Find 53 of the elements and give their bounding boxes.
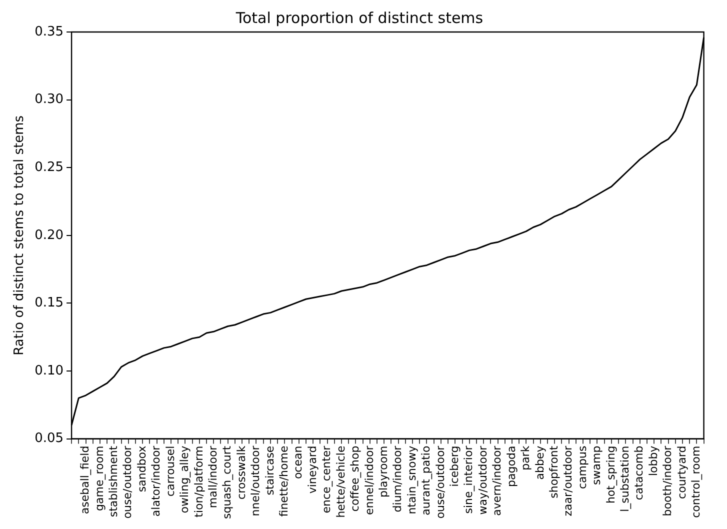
x-tick-label: swamp xyxy=(590,446,604,485)
x-tick-label: way/outdoor xyxy=(476,445,490,515)
y-tick-label: 0.35 xyxy=(34,24,64,40)
x-tick-label: ence_center xyxy=(320,445,334,514)
x-tick-label: iceberg xyxy=(448,446,462,487)
x-tick-label: campus xyxy=(576,446,589,489)
x-tick-label: zaar/outdoor xyxy=(562,445,575,516)
x-tick-label: sine_interior xyxy=(462,445,476,514)
x-tick-label: aurant_patio xyxy=(420,446,433,516)
x-tick-label: stablishment xyxy=(107,445,120,518)
x-tick-label: coffee_shop xyxy=(348,446,362,512)
x-tick-label: hette/vehicle xyxy=(334,446,348,518)
x-tick-label: sandbox xyxy=(135,445,148,492)
x-tick-label: lobby xyxy=(646,445,660,476)
x-tick-label: ouse/outdoor xyxy=(434,445,447,519)
x-tick-label: nnel/outdoor xyxy=(249,445,262,516)
x-tick-label: game_room xyxy=(92,446,106,511)
x-tick-label: avern/indoor xyxy=(490,445,504,516)
chart-title: Total proportion of distinct stems xyxy=(234,8,484,27)
x-tick-label: alator/indoor xyxy=(150,445,163,517)
x-tick-label: tion/platform xyxy=(192,446,206,518)
x-tick-label: l_substation xyxy=(618,446,632,512)
x-tick-label: dium/indoor xyxy=(391,445,404,512)
y-tick-label: 0.20 xyxy=(34,228,64,243)
x-tick-label: booth/indoor xyxy=(661,445,674,516)
x-tick-label: hot_spring xyxy=(604,446,618,504)
y-tick-label: 0.10 xyxy=(34,363,64,378)
y-axis-title: Ratio of distinct stems to total stems xyxy=(12,115,28,356)
x-tick-label: crosswalk xyxy=(234,445,248,500)
y-tick-label: 0.30 xyxy=(34,92,64,108)
x-tick-label: control_room xyxy=(690,446,703,518)
x-tick-label: carrousel xyxy=(164,446,177,496)
x-tick-label: ennel/indoor xyxy=(362,445,376,516)
x-tick-label: aseball_field xyxy=(78,446,92,514)
y-tick-label: 0.25 xyxy=(34,160,64,175)
x-tick-label: mall/indoor xyxy=(206,445,220,508)
x-tick-label: courtyard xyxy=(675,446,688,499)
x-tick-label: park xyxy=(519,445,532,470)
x-tick-label: ntain_snowy xyxy=(405,445,418,514)
x-tick-label: ocean xyxy=(292,446,305,480)
x-tick-label: shopfront xyxy=(547,445,560,498)
y-tick-label: 0.05 xyxy=(34,431,64,446)
x-tick-label: finette/home xyxy=(278,446,291,517)
x-tick-label: squash_court xyxy=(220,445,234,520)
x-tick-label: ouse/outdoor xyxy=(121,445,134,519)
x-tick-label: playroom xyxy=(376,446,390,498)
x-tick-label: abbey xyxy=(533,445,546,480)
x-tick-label: owling_alley xyxy=(178,445,192,514)
x-tick-label: pagoda xyxy=(504,446,518,487)
y-tick-label: 0.15 xyxy=(34,296,64,311)
x-tick-label: staircase xyxy=(263,446,276,496)
x-tick-label: catacomb xyxy=(632,446,646,500)
x-tick-label: vineyard xyxy=(306,446,319,494)
